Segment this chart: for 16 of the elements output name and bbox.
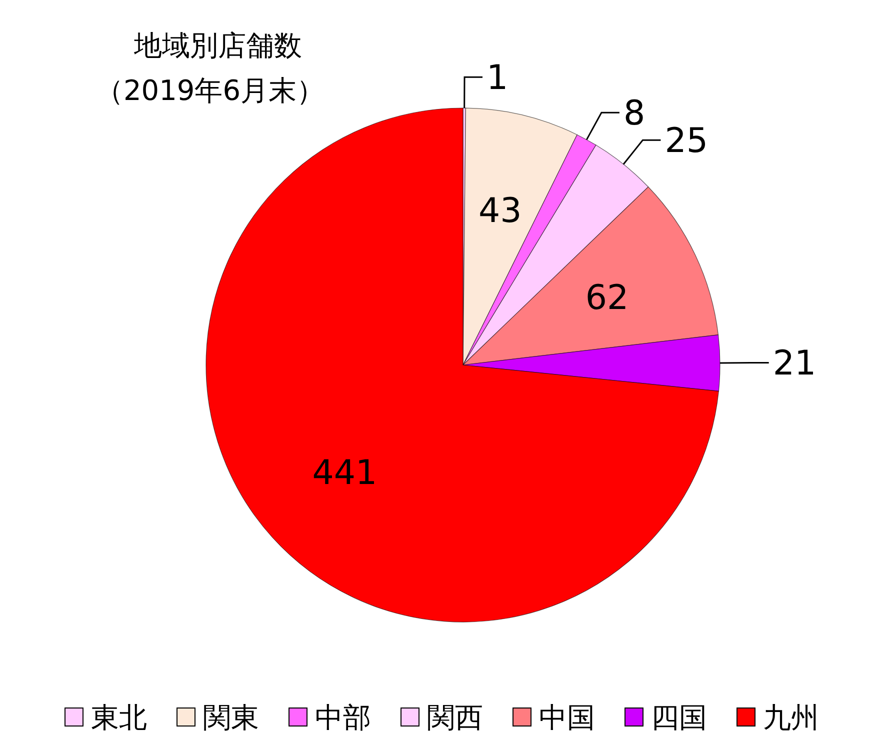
data-label: 441 <box>312 452 378 493</box>
data-label: 43 <box>478 191 522 232</box>
data-label: 1 <box>486 58 508 98</box>
legend-label: 四国 <box>651 701 707 734</box>
data-label: 21 <box>772 344 816 384</box>
data-label: 8 <box>623 94 646 134</box>
legend-label: 東北 <box>91 701 147 734</box>
legend-label: 中国 <box>539 701 595 734</box>
chart-title: 地域別店舗数 <box>133 29 302 62</box>
legend-label: 中部 <box>315 701 371 734</box>
data-label: 25 <box>664 121 708 162</box>
legend-label: 九州 <box>763 701 819 734</box>
chart-subtitle: （2019年6月末） <box>95 74 325 107</box>
legend-label: 関西 <box>427 701 483 734</box>
data-label: 62 <box>585 278 629 318</box>
legend-label: 関東 <box>203 701 259 734</box>
